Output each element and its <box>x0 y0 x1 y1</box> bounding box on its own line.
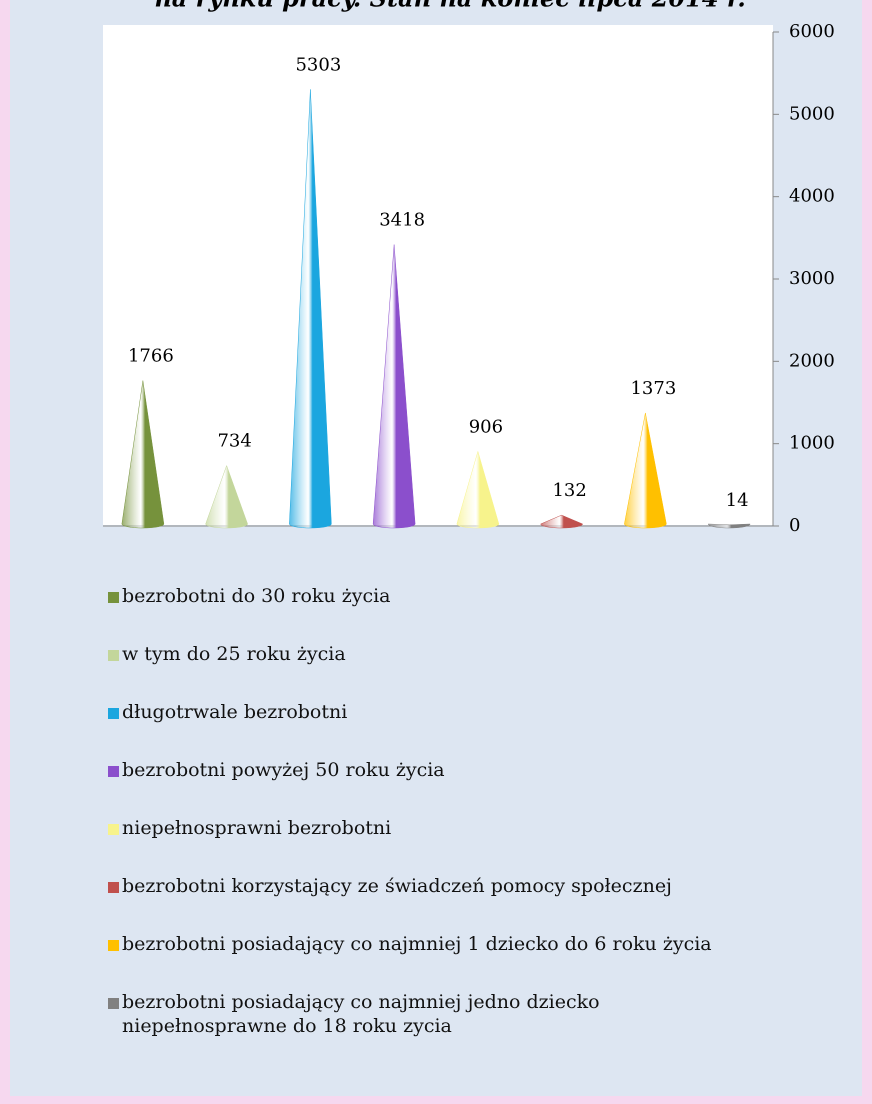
cone <box>540 514 583 529</box>
data-label: 906 <box>469 416 503 437</box>
legend-label: bezrobotni posiadający co najmniej jedno… <box>122 991 600 1037</box>
cone <box>121 380 165 529</box>
legend-swatch <box>108 882 119 893</box>
y-tick-label: 6000 <box>789 21 835 42</box>
legend-item: bezrobotni korzystający ze świadczeń pom… <box>108 874 712 898</box>
legend-label: długotrwale bezrobotni <box>122 701 348 723</box>
legend-item: długotrwale bezrobotni <box>108 700 712 724</box>
data-label: 1373 <box>630 378 676 399</box>
cone <box>372 244 416 529</box>
legend-label: bezrobotni powyżej 50 roku życia <box>122 759 445 781</box>
y-tick-label: 3000 <box>789 268 835 289</box>
legend-item: niepełnosprawni bezrobotni <box>108 816 712 840</box>
legend-swatch <box>108 766 119 777</box>
cone <box>456 450 500 529</box>
legend-swatch <box>108 824 119 835</box>
y-tick-label: 2000 <box>789 350 835 371</box>
y-tick-label: 5000 <box>789 103 835 124</box>
data-label: 5303 <box>295 54 341 75</box>
legend-label: bezrobotni korzystający ze świadczeń pom… <box>122 875 672 897</box>
legend-label: w tym do 25 roku życia <box>122 643 346 665</box>
legend-swatch <box>108 940 119 951</box>
data-label: 3418 <box>379 210 425 231</box>
data-label: 734 <box>217 431 251 452</box>
legend-swatch <box>108 708 119 719</box>
legend-item: bezrobotni powyżej 50 roku życia <box>108 758 712 782</box>
legend-swatch <box>108 592 119 603</box>
legend-item: bezrobotni posiadający co najmniej 1 dzi… <box>108 932 712 956</box>
legend-label: bezrobotni do 30 roku życia <box>122 585 391 607</box>
legend-item: bezrobotni do 30 roku życia <box>108 584 712 608</box>
legend-item: bezrobotni posiadający co najmniej jedno… <box>108 990 682 1038</box>
legend-swatch <box>108 998 119 1009</box>
cone <box>289 89 332 529</box>
legend-label: niepełnosprawni bezrobotni <box>122 817 392 839</box>
legend-swatch <box>108 650 119 661</box>
chart-title: na rynku pracy. Stan na koniec lipca 201… <box>154 0 745 13</box>
y-tick-label: 0 <box>789 515 800 536</box>
y-tick-label: 1000 <box>789 433 835 454</box>
legend-label: bezrobotni posiadający co najmniej 1 dzi… <box>122 933 712 955</box>
plot-area <box>103 25 773 525</box>
data-label: 14 <box>726 490 749 511</box>
data-label: 132 <box>552 480 586 501</box>
legend-item: w tym do 25 roku życia <box>108 642 712 666</box>
cone <box>205 464 248 529</box>
y-tick-label: 4000 <box>789 186 835 207</box>
cone <box>707 523 751 529</box>
cone <box>624 412 667 529</box>
legend: bezrobotni do 30 roku życia w tym do 25 r… <box>108 584 712 1072</box>
data-label: 1766 <box>128 346 174 367</box>
